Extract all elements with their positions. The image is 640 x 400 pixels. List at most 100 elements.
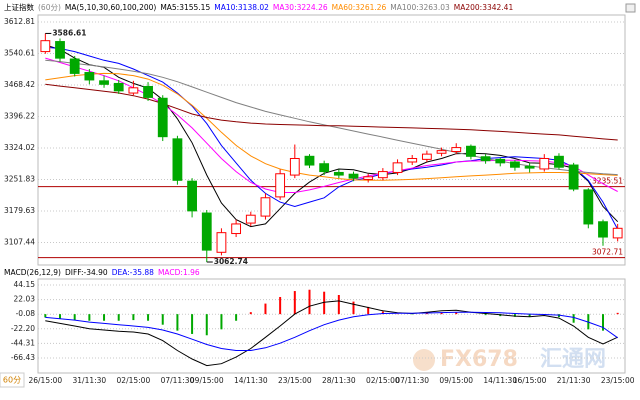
candle-body bbox=[143, 85, 153, 98]
candle-body bbox=[377, 171, 388, 179]
chart-title: 上证指数 bbox=[4, 2, 34, 12]
candle-body bbox=[407, 157, 418, 163]
y-tick-label: 3396.22 bbox=[4, 112, 35, 121]
candle-body bbox=[495, 158, 506, 164]
ma-line bbox=[45, 83, 618, 141]
candle-body bbox=[583, 189, 594, 225]
diff-line bbox=[45, 300, 618, 367]
y-tick-label: 3179.63 bbox=[4, 206, 35, 215]
candle-body bbox=[231, 223, 242, 235]
y-tick-label: -44.31 bbox=[11, 338, 35, 347]
candle-body bbox=[554, 155, 564, 168]
y-tick-label: -0.08 bbox=[16, 309, 36, 318]
candle-body bbox=[275, 173, 286, 198]
plot-frame bbox=[37, 278, 626, 374]
candle-body bbox=[480, 156, 491, 162]
watermark-brand: FX678 bbox=[440, 347, 518, 372]
candle-body bbox=[216, 232, 227, 253]
x-tick-label: 23/15:00 bbox=[278, 376, 312, 385]
x-tick-label: 26/15:00 bbox=[28, 376, 62, 385]
x-tick-label: 28/11:30 bbox=[322, 376, 356, 385]
candle-body bbox=[333, 171, 344, 176]
x-tick-label: 21/11:30 bbox=[557, 376, 591, 385]
x-tick-label: 09/15:00 bbox=[190, 376, 224, 385]
candle-body bbox=[539, 157, 550, 170]
legend-entry: MACD:1.96 bbox=[158, 268, 200, 277]
period-label: 60分 bbox=[3, 376, 21, 385]
ma-line bbox=[45, 57, 618, 193]
x-tick-label: 23/15:00 bbox=[601, 376, 635, 385]
x-tick-label: 07/11:30 bbox=[395, 376, 429, 385]
candle-body bbox=[172, 138, 183, 181]
plot-frame bbox=[37, 14, 626, 266]
candle-body bbox=[187, 180, 197, 212]
candle-body bbox=[69, 58, 80, 74]
level-label: 3072.71 bbox=[592, 248, 623, 257]
legend-entry: MA200:3342.41 bbox=[454, 3, 514, 12]
candle-body bbox=[612, 227, 623, 239]
legend-entry: MA60:3261.26 bbox=[332, 3, 387, 12]
x-tick-label: 31/11:30 bbox=[73, 376, 107, 385]
chart-subtitle: (60分) bbox=[38, 3, 61, 12]
y-tick-label: -22.20 bbox=[11, 324, 35, 333]
candle-body bbox=[466, 145, 476, 157]
candle-body bbox=[157, 97, 168, 138]
candle-body bbox=[392, 162, 403, 173]
y-tick-label: -66.43 bbox=[11, 353, 35, 362]
candle-body bbox=[348, 173, 359, 179]
y-tick-label: 44.15 bbox=[14, 280, 36, 289]
candle-body bbox=[510, 161, 520, 168]
x-tick-label: 07/11:30 bbox=[161, 376, 195, 385]
legend-entry: MA100:3263.03 bbox=[390, 3, 450, 12]
x-tick-label: 09/15:00 bbox=[439, 376, 473, 385]
candle-body bbox=[451, 147, 462, 153]
legend-entry: DEA:-35.88 bbox=[112, 268, 154, 277]
x-tick-label: 14/11:30 bbox=[483, 376, 517, 385]
candle-body bbox=[289, 157, 300, 176]
x-tick-label: 02/15:00 bbox=[366, 376, 400, 385]
legend-entry: MA10:3138.02 bbox=[214, 3, 269, 12]
legend-entry: DIFF:-34.90 bbox=[65, 268, 108, 277]
candle-body bbox=[84, 72, 95, 81]
y-tick-label: 3540.61 bbox=[4, 49, 35, 58]
candle-body bbox=[128, 87, 139, 94]
y-tick-label: 3251.83 bbox=[4, 175, 35, 184]
candle-body bbox=[201, 212, 212, 251]
candle-body bbox=[436, 150, 447, 154]
legend-entry: MA30:3224.26 bbox=[273, 3, 328, 12]
candle-body bbox=[113, 82, 124, 92]
candle-body bbox=[524, 165, 535, 169]
settings-icon[interactable] bbox=[625, 3, 636, 13]
y-tick-label: 22.03 bbox=[14, 295, 36, 304]
legend-entry: MA5:3155.15 bbox=[160, 3, 210, 12]
ma-line bbox=[45, 59, 618, 176]
ma-line bbox=[45, 72, 618, 181]
y-tick-label: 3107.44 bbox=[4, 238, 35, 247]
level-label: 3235.51 bbox=[592, 177, 623, 186]
candle-body bbox=[598, 221, 608, 238]
high-label: 3586.61 bbox=[52, 28, 86, 37]
low-label: 3062.74 bbox=[214, 257, 248, 266]
candle-body bbox=[421, 153, 432, 160]
period-box bbox=[0, 372, 25, 388]
x-tick-label: 02/15:00 bbox=[117, 376, 151, 385]
y-tick-label: 3612.81 bbox=[4, 17, 35, 26]
watermark-logo bbox=[413, 349, 435, 371]
candle-body bbox=[319, 163, 330, 173]
candle-body bbox=[55, 41, 65, 59]
x-tick-label: 16/15:00 bbox=[513, 376, 547, 385]
macd-title: MACD(26,12,9) bbox=[4, 268, 61, 277]
candle-body bbox=[99, 80, 109, 85]
y-tick-label: 3324.02 bbox=[4, 143, 35, 152]
candle-body bbox=[363, 176, 374, 180]
candle-body bbox=[568, 164, 579, 190]
x-tick-label: 14/11:30 bbox=[234, 376, 268, 385]
indicator-label: MA(5,10,30,60,100,200) bbox=[65, 3, 156, 12]
candle-body bbox=[40, 40, 51, 53]
y-tick-label: 3468.42 bbox=[4, 80, 35, 89]
candle-body bbox=[245, 214, 256, 224]
candle-body bbox=[304, 155, 315, 166]
candle-body bbox=[260, 197, 271, 217]
